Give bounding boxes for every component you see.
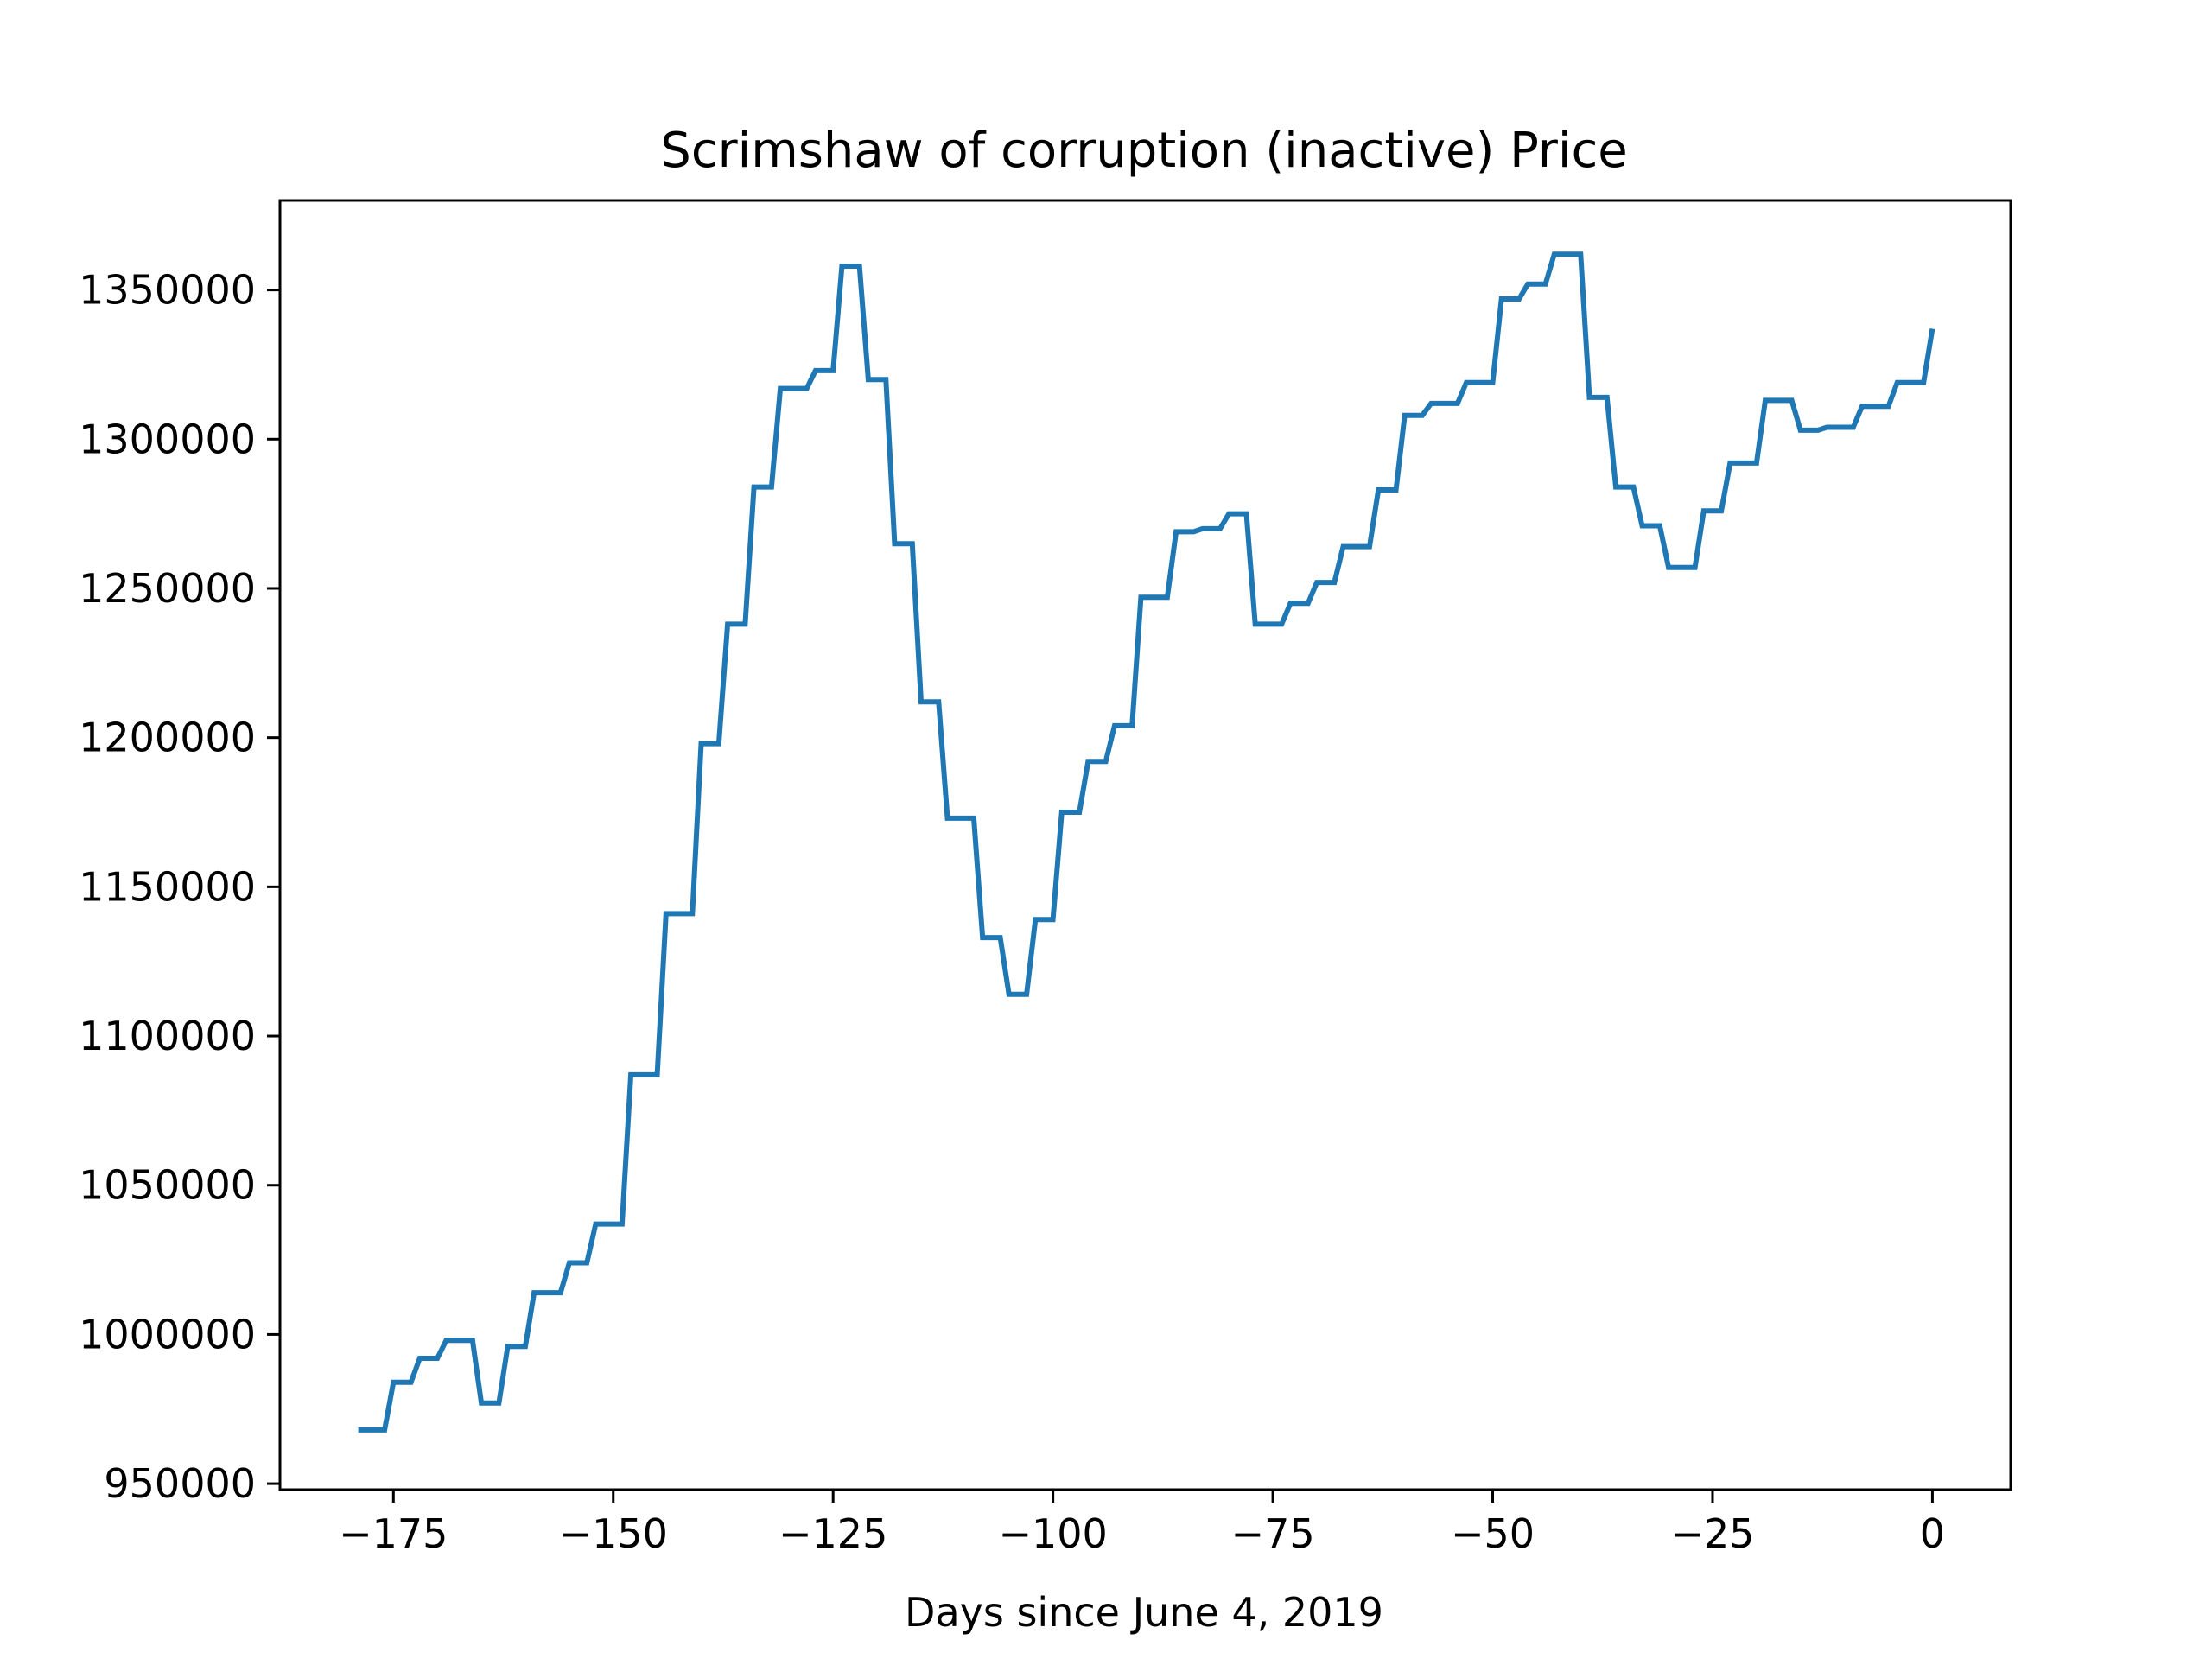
y-tick-label: 1250000 bbox=[79, 565, 256, 612]
y-tick-label: 1300000 bbox=[79, 416, 256, 462]
x-tick-label: −25 bbox=[1670, 1510, 1754, 1557]
plot-area bbox=[358, 251, 1936, 1433]
x-tick-label: −100 bbox=[998, 1510, 1107, 1557]
y-tick-label: 950000 bbox=[104, 1460, 256, 1507]
axes-frame bbox=[278, 199, 2012, 1491]
x-tick-label: −125 bbox=[779, 1510, 887, 1557]
y-tick-label: 1100000 bbox=[79, 1013, 256, 1059]
x-tick-label: −175 bbox=[339, 1510, 448, 1557]
y-tick-label: 1150000 bbox=[79, 863, 256, 910]
x-tick-label: −150 bbox=[559, 1510, 668, 1557]
y-axis-ticks: 950000 1000000 1050000 1100000 1150000 120000… bbox=[79, 267, 280, 1507]
y-tick-label: 1350000 bbox=[79, 267, 256, 314]
y-tick-label: 1000000 bbox=[79, 1311, 256, 1357]
x-axis-ticks: −175 −150 −125 −100 −75 −50 −25 0 bbox=[339, 1490, 1945, 1557]
chart-title: Scrimshaw of corruption (inactive) Price bbox=[660, 123, 1627, 179]
y-tick-label: 1050000 bbox=[79, 1162, 256, 1209]
y-tick-label: 1200000 bbox=[79, 715, 256, 761]
x-tick-label: 0 bbox=[1920, 1510, 1945, 1557]
price-series-line bbox=[358, 251, 1936, 1433]
x-tick-label: −75 bbox=[1231, 1510, 1315, 1557]
x-axis-label: Days since June 4, 2019 bbox=[905, 1589, 1383, 1636]
x-tick-label: −50 bbox=[1451, 1510, 1535, 1557]
